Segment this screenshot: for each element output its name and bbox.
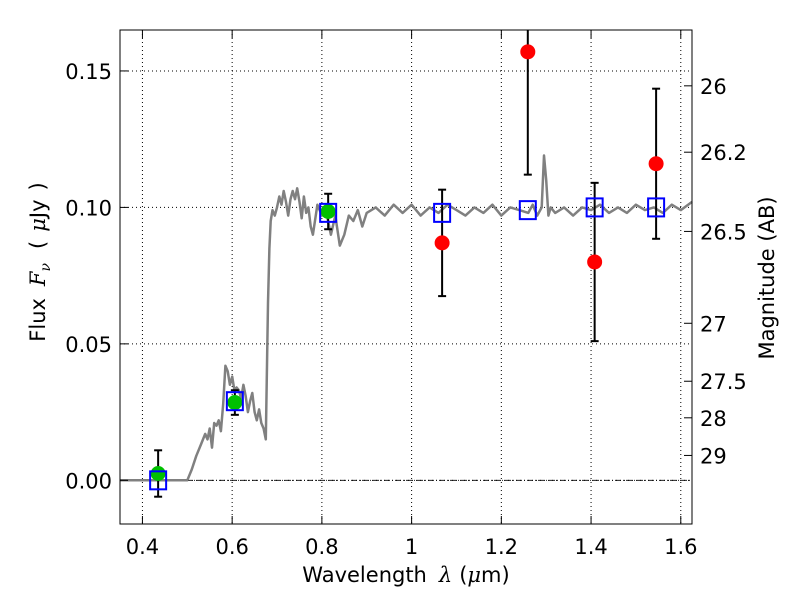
model-band-square: [319, 202, 338, 223]
plot-frame: [119, 29, 693, 525]
x-axis-title: Wavelength λ (μm): [302, 563, 509, 587]
magnitude-tick-label: 29: [700, 444, 727, 468]
model-band-square: [518, 200, 537, 221]
y-tick-label: 0.00: [65, 469, 112, 493]
y-tick-label: 0.05: [65, 333, 112, 357]
x-tick-label: 0.4: [126, 535, 159, 559]
x-axis-ticks: 0.4 0.6 0.8 1 1.2 1.4 1.6: [126, 30, 697, 559]
magnitude-tick-label: 26: [700, 75, 727, 99]
y-tick-label: 0.15: [65, 60, 112, 84]
x-tick-label: 0.8: [305, 535, 338, 559]
green-data-point: [150, 466, 166, 482]
x-tick-label: 1.6: [664, 535, 697, 559]
model-band-square: [149, 470, 168, 491]
red-data-point: [648, 156, 664, 172]
magnitude-tick-label: 27: [700, 312, 727, 336]
data-series: [120, 30, 693, 498]
green-data-point: [320, 203, 336, 219]
x-tick-label: 1.2: [485, 535, 518, 559]
model-band-square: [585, 197, 604, 218]
magnitude-axis-ticks: 26 26.2 26.5 27 27.5 28 29: [684, 75, 747, 468]
model-sed-line: [120, 154, 693, 482]
green-data-point: [227, 395, 243, 411]
x-tick-label: 0.6: [215, 535, 248, 559]
red-data-point: [434, 235, 450, 251]
magnitude-tick-label: 28: [700, 407, 727, 431]
y-axis-title: FluxFν(μJy): [26, 182, 54, 341]
model-band-square: [225, 391, 244, 412]
model-band-square: [647, 197, 666, 218]
red-data-point: [520, 44, 536, 60]
red-data-point: [587, 254, 603, 270]
y-tick-label: 0.10: [65, 196, 112, 220]
x-tick-label: 1: [405, 535, 418, 559]
y-axis-ticks: 0.00 0.05 0.10 0.15: [65, 60, 128, 493]
magnitude-tick-label: 26.2: [700, 141, 747, 165]
magnitude-tick-label: 26.5: [700, 220, 747, 244]
grid-lines: [120, 30, 692, 524]
magnitude-tick-label: 27.5: [700, 370, 747, 394]
magnitude-axis-title: Magnitude (AB): [755, 196, 779, 359]
model-band-square: [433, 202, 452, 223]
x-tick-label: 1.4: [574, 535, 607, 559]
